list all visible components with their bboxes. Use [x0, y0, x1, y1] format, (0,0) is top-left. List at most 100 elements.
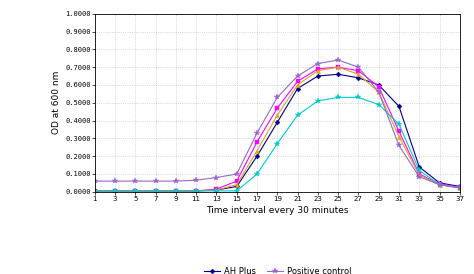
Tubliseal — [112, 189, 118, 193]
Tubliseal — [335, 65, 341, 69]
Positive control — [214, 176, 219, 179]
Tubliseal — [457, 186, 463, 189]
EndoRez — [254, 149, 260, 152]
EndoRez — [335, 65, 341, 69]
EndoRez — [315, 69, 321, 72]
Positive control — [274, 96, 280, 99]
Tubliseal — [173, 189, 179, 193]
Positive control — [396, 144, 402, 147]
EndoRez — [295, 83, 301, 87]
Tubliseal — [416, 172, 422, 176]
Positive control — [376, 90, 382, 94]
AH Plus — [437, 181, 442, 185]
Tubliseal — [92, 189, 98, 193]
EndoRez — [173, 189, 179, 193]
EndoRez — [92, 189, 98, 193]
Tubliseal — [376, 85, 382, 88]
iRoot SP — [356, 96, 361, 99]
Positive control — [437, 183, 442, 186]
Line: iRoot SP: iRoot SP — [92, 95, 463, 194]
iRoot SP — [234, 189, 239, 193]
EndoRez — [234, 183, 239, 186]
iRoot SP — [274, 142, 280, 145]
iRoot SP — [193, 189, 199, 193]
Line: EndoRez: EndoRez — [93, 65, 462, 193]
Positive control — [295, 74, 301, 78]
Positive control — [133, 179, 138, 183]
AH Plus — [274, 121, 280, 124]
Tubliseal — [214, 187, 219, 191]
AH Plus — [133, 189, 138, 193]
Y-axis label: OD at 600 nm: OD at 600 nm — [52, 71, 61, 135]
Tubliseal — [193, 189, 199, 193]
Tubliseal — [356, 69, 361, 72]
EndoRez — [437, 183, 442, 186]
EndoRez — [356, 73, 361, 76]
iRoot SP — [376, 103, 382, 106]
AH Plus — [376, 83, 382, 87]
Tubliseal — [295, 80, 301, 83]
Tubliseal — [274, 106, 280, 110]
EndoRez — [274, 113, 280, 117]
AH Plus — [396, 105, 402, 108]
AH Plus — [416, 165, 422, 169]
Positive control — [335, 58, 341, 62]
Positive control — [457, 186, 463, 190]
iRoot SP — [315, 99, 321, 103]
EndoRez — [153, 189, 158, 193]
Tubliseal — [396, 130, 402, 133]
EndoRez — [376, 90, 382, 94]
Positive control — [193, 179, 199, 182]
X-axis label: Time interval every 30 minutes: Time interval every 30 minutes — [206, 206, 348, 215]
Tubliseal — [437, 182, 442, 185]
Line: Tubliseal: Tubliseal — [93, 65, 462, 193]
iRoot SP — [92, 189, 98, 193]
EndoRez — [133, 189, 138, 193]
Positive control — [112, 179, 118, 183]
AH Plus — [315, 74, 321, 78]
iRoot SP — [254, 172, 260, 176]
AH Plus — [356, 76, 361, 79]
AH Plus — [254, 155, 260, 158]
Legend: AH Plus, iRoot SP, Tubliseal, Positive control, EndoRez: AH Plus, iRoot SP, Tubliseal, Positive c… — [200, 264, 355, 274]
Positive control — [234, 172, 239, 176]
AH Plus — [193, 189, 199, 193]
EndoRez — [112, 189, 118, 193]
Tubliseal — [234, 179, 239, 183]
EndoRez — [193, 189, 199, 193]
Positive control — [92, 179, 98, 183]
Line: Positive control: Positive control — [92, 57, 463, 191]
iRoot SP — [133, 189, 138, 193]
AH Plus — [173, 189, 179, 193]
AH Plus — [457, 185, 463, 188]
iRoot SP — [173, 189, 179, 193]
iRoot SP — [335, 96, 341, 99]
EndoRez — [214, 189, 219, 192]
iRoot SP — [112, 189, 118, 193]
EndoRez — [457, 186, 463, 190]
Positive control — [315, 62, 321, 65]
Positive control — [153, 179, 158, 183]
Tubliseal — [133, 189, 138, 193]
iRoot SP — [437, 183, 442, 186]
AH Plus — [214, 189, 219, 192]
iRoot SP — [457, 186, 463, 190]
AH Plus — [153, 189, 158, 193]
EndoRez — [396, 135, 402, 138]
EndoRez — [416, 173, 422, 176]
Tubliseal — [315, 67, 321, 71]
AH Plus — [92, 189, 98, 193]
Tubliseal — [153, 189, 158, 193]
iRoot SP — [396, 122, 402, 126]
Tubliseal — [254, 140, 260, 144]
AH Plus — [335, 73, 341, 76]
Line: AH Plus: AH Plus — [93, 73, 462, 193]
iRoot SP — [214, 189, 219, 193]
Positive control — [356, 65, 361, 69]
AH Plus — [295, 87, 301, 90]
iRoot SP — [153, 189, 158, 193]
iRoot SP — [416, 169, 422, 172]
Positive control — [173, 179, 179, 183]
iRoot SP — [295, 113, 301, 117]
Positive control — [416, 175, 422, 178]
